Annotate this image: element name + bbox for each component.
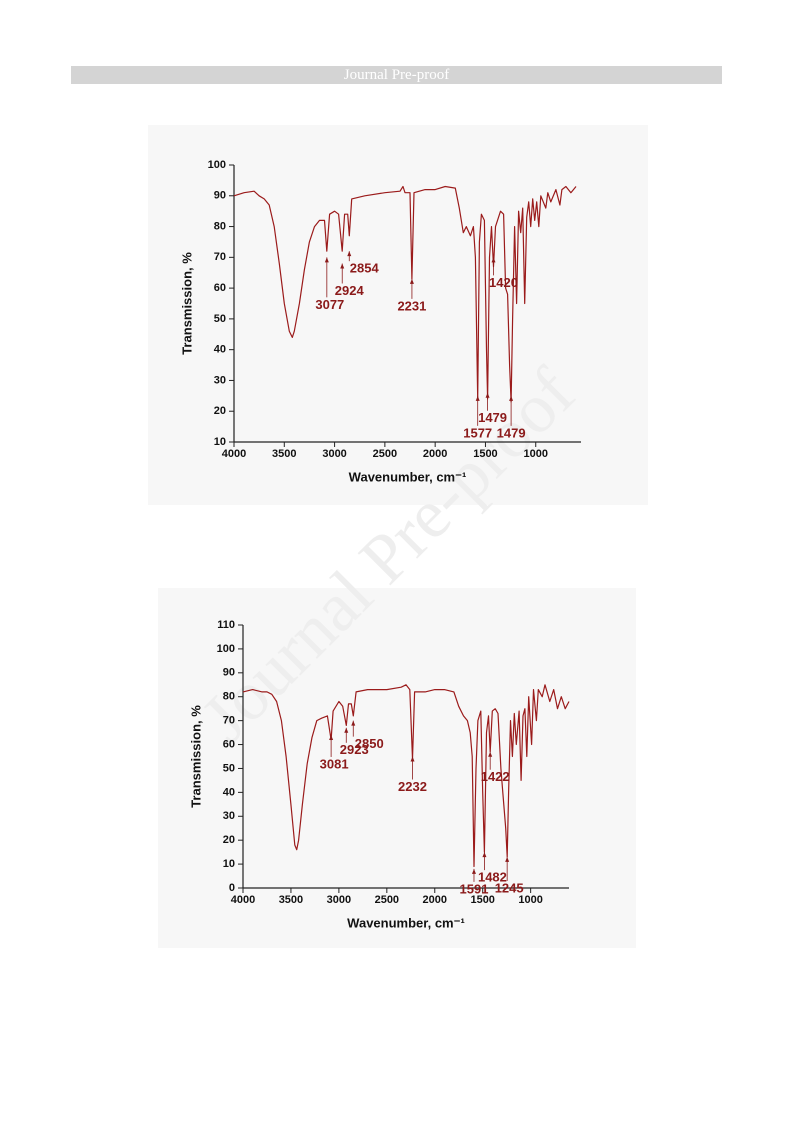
y-tick-label: 30: [223, 810, 235, 822]
y-tick-label: 20: [214, 405, 226, 417]
y-tick-label: 30: [214, 374, 226, 386]
x-tick-label: 4000: [222, 448, 246, 460]
x-tick-label: 1000: [518, 894, 542, 906]
annotation-arrowhead: [344, 727, 349, 733]
annotation-arrowhead: [347, 251, 352, 257]
y-axis-label: Transmission, %: [179, 252, 194, 355]
spectrum-line: [233, 185, 577, 403]
y-tick-label: 60: [214, 282, 226, 294]
annotation-arrowhead: [488, 751, 493, 757]
annotation-arrowhead: [340, 263, 345, 269]
x-tick-label: 1000: [523, 448, 547, 460]
y-tick-label: 110: [217, 619, 235, 631]
annotation-arrowhead: [409, 278, 414, 284]
x-tick-label: 2500: [375, 894, 399, 906]
annotation-arrowhead: [485, 392, 490, 398]
y-tick-label: 90: [223, 667, 235, 679]
y-tick-label: 100: [217, 643, 235, 655]
annotation-arrowhead: [410, 756, 415, 762]
x-tick-label: 2000: [423, 894, 447, 906]
y-tick-label: 70: [214, 251, 226, 263]
annotation-arrowhead: [351, 720, 356, 726]
x-tick-label: 1500: [470, 894, 494, 906]
x-tick-label: 4000: [231, 894, 255, 906]
x-axis-label: Wavenumber, cm⁻¹: [349, 469, 467, 484]
annotation-label: 3077: [315, 297, 344, 312]
annotation-label: 2232: [398, 779, 427, 794]
x-tick-label: 2500: [373, 448, 397, 460]
y-tick-label: 70: [223, 715, 235, 727]
y-tick-label: 10: [223, 858, 235, 870]
y-tick-label: 40: [214, 344, 226, 356]
annotation-label: 3081: [320, 756, 349, 771]
x-tick-label: 3000: [322, 448, 346, 460]
annotation-arrowhead: [482, 852, 487, 858]
y-tick-label: 0: [229, 882, 235, 894]
annotation-label: 1420: [489, 275, 518, 290]
annotation-arrowhead: [324, 257, 329, 263]
y-tick-label: 80: [214, 220, 226, 232]
annotation-label: 1482: [478, 870, 507, 885]
annotation-label: 1591: [460, 881, 489, 896]
annotation-label: 1577: [463, 425, 492, 440]
y-axis-label: Transmission, %: [188, 705, 203, 808]
x-tick-label: 3500: [272, 448, 296, 460]
annotation-arrowhead: [491, 257, 496, 263]
annotation-arrowhead: [329, 734, 334, 740]
x-tick-label: 3500: [279, 894, 303, 906]
annotation-label: 2854: [350, 261, 380, 276]
annotation-arrowhead: [505, 856, 510, 862]
spectrum-line: [242, 684, 570, 868]
x-tick-label: 1500: [473, 448, 497, 460]
annotation-arrowhead: [471, 868, 476, 874]
annotation-label: 1479: [497, 425, 526, 440]
y-tick-label: 100: [208, 159, 226, 171]
annotation-arrowhead: [475, 395, 480, 401]
x-axis-label: Wavenumber, cm⁻¹: [347, 915, 465, 930]
x-tick-label: 3000: [327, 894, 351, 906]
annotation-label: 2924: [335, 283, 365, 298]
annotation-label: 1245: [495, 880, 524, 895]
annotation-arrowhead: [509, 395, 514, 401]
y-tick-label: 10: [214, 436, 226, 448]
annotation-label: 1422: [481, 769, 510, 784]
y-tick-label: 50: [223, 762, 235, 774]
y-tick-label: 40: [223, 786, 235, 798]
y-tick-label: 50: [214, 313, 226, 325]
y-tick-label: 20: [223, 834, 235, 846]
annotation-label: 2850: [355, 736, 384, 751]
annotation-label: 2231: [397, 298, 426, 313]
annotation-label: 1479: [478, 410, 507, 425]
y-tick-label: 80: [223, 691, 235, 703]
x-tick-label: 2000: [423, 448, 447, 460]
y-tick-label: 60: [223, 738, 235, 750]
header: Journal Pre-proof: [71, 66, 722, 84]
y-tick-label: 90: [214, 190, 226, 202]
annotation-label: 2923: [340, 742, 369, 757]
